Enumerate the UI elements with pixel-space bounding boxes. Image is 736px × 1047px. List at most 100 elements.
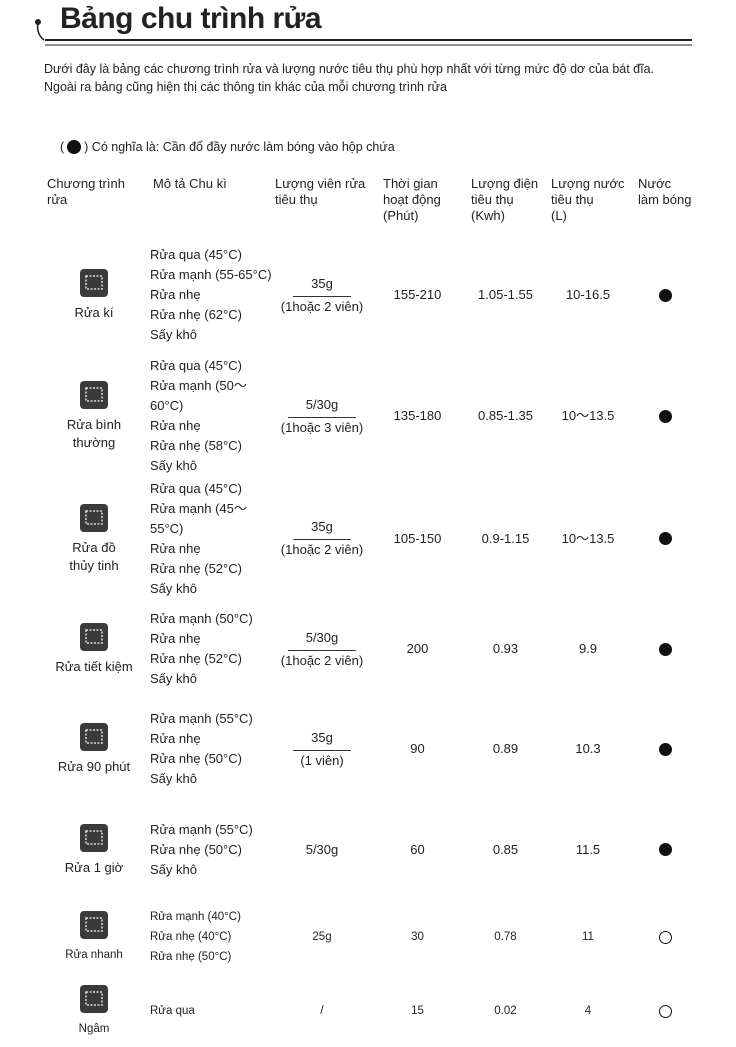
header-line: Mô tả Chu kì — [153, 176, 227, 191]
cell: / — [272, 975, 372, 1047]
cell: 35g (1hoặc 2 viên) — [272, 235, 372, 355]
program-icon — [79, 268, 109, 298]
time: 60 — [410, 841, 425, 857]
cell: Rửa kí — [44, 235, 144, 355]
energy: 0.78 — [494, 931, 517, 943]
title-rule — [35, 19, 692, 46]
cycle-step: Rửa mạnh (50°C) — [150, 611, 253, 626]
header-line: Lượng viên rửa — [275, 176, 366, 191]
water: 9.9 — [578, 641, 598, 656]
detergent-note: (1hoặc 2 viên) — [280, 652, 364, 668]
detergent-amount: 5/30g — [287, 395, 357, 418]
detergent-amount: 35g — [293, 274, 351, 297]
rinse-aid-filled — [658, 843, 672, 856]
cell: 35g (1hoặc 2 viên) — [272, 477, 372, 600]
cell — [635, 355, 695, 477]
cycle-step: Rửa mạnh (50～60°C) — [150, 378, 247, 413]
cell: 0.85 — [468, 800, 543, 899]
cell: Ngâm — [44, 975, 144, 1047]
cell: 9.9 — [548, 600, 628, 698]
cycle-step: Rửa nhẹ — [150, 418, 201, 433]
program-name: Rửa kí — [74, 305, 114, 320]
cell — [635, 899, 695, 975]
energy: 0.93 — [492, 641, 519, 656]
header-line: tiêu thụ — [471, 192, 514, 207]
cell: Rửa 90 phút — [44, 698, 144, 800]
table-row: Ngâm Rửa qua / 15 0.02 4 — [0, 975, 736, 1047]
cell: 10～13.5 — [548, 477, 628, 600]
detergent-amount: 35g — [293, 728, 351, 751]
cell — [635, 477, 695, 600]
title: Bảng chu trình rửa — [60, 2, 322, 35]
cycle-step: Rửa qua — [150, 1005, 195, 1017]
time: 30 — [411, 931, 424, 943]
cell: 10-16.5 — [548, 235, 628, 355]
cycle-step: Rửa nhẹ — [150, 287, 201, 302]
detergent-amount: 5/30g — [305, 841, 339, 857]
legend-open: ( — [60, 140, 65, 154]
program-icon — [79, 622, 109, 652]
table-row: Rửa 90 phút Rửa mạnh (55°C) Rửa nhẹ Rửa nhẹ… — [0, 698, 736, 800]
cell: Rửa nhanh — [44, 899, 144, 975]
cell: 135-180 — [380, 355, 455, 477]
program-icon — [79, 984, 109, 1014]
program-icon — [79, 380, 109, 410]
cell — [635, 600, 695, 698]
energy: 1.05-1.55 — [478, 287, 533, 302]
program-icon — [79, 503, 109, 533]
cell: Rửa tiết kiệm — [44, 600, 144, 698]
cycle-step: Rửa qua (45°C) — [150, 358, 242, 373]
table-row: Rửa 1 giờ Rửa mạnh (55°C) Rửa nhẹ (50°C) Sấ… — [0, 800, 736, 899]
cell: 35g (1 viên) — [272, 698, 372, 800]
cell: Rửa qua (45°C) Rửa mạnh (50～60°C) Rửa nhẹ R… — [150, 355, 275, 477]
cell: 11 — [548, 899, 628, 975]
cell: 105-150 — [380, 477, 455, 600]
header-line: rửa — [47, 192, 68, 207]
cell: Rửa mạnh (55°C) Rửa nhẹ (50°C) Sấy khô — [150, 800, 275, 899]
program-icon — [79, 823, 109, 853]
time: 105-150 — [393, 530, 442, 546]
cycle-step: Rửa nhẹ (50°C) — [150, 751, 242, 766]
cycle-step: Sấy khô — [150, 327, 197, 342]
cycle-step: Rửa mạnh (45～55°C) — [150, 500, 247, 536]
program-name: Rửa nhanh — [65, 949, 123, 961]
cell: 30 — [380, 899, 455, 975]
intro-line: Dưới đây là bảng các chương trình rửa và… — [44, 62, 655, 76]
rinse-aid-filled — [658, 288, 672, 302]
program-name: Rửa bình — [66, 417, 122, 432]
legend-dot — [67, 140, 82, 154]
cell: 5/30g (1hoặc 2 viên) — [272, 600, 372, 698]
cycle-step: Rửa nhẹ (50°C) — [150, 841, 242, 857]
cell: 0.85-1.35 — [468, 355, 543, 477]
cell: 155-210 — [380, 235, 455, 355]
cell: 5/30g (1hoặc 3 viên) — [272, 355, 372, 477]
rinse-aid-filled — [658, 742, 672, 756]
cycle-step: Rửa nhẹ (40°C) — [150, 931, 232, 943]
cycle-step: Sấy khô — [150, 671, 197, 686]
cycle-step: Rửa nhẹ (52°C) — [150, 651, 242, 666]
cell: 10～13.5 — [548, 355, 628, 477]
time: 15 — [411, 1005, 424, 1017]
detergent-note: (1 viên) — [300, 752, 344, 768]
cell: 60 — [380, 800, 455, 899]
header-line: (L) — [551, 208, 567, 223]
cell: 1.05-1.55 — [468, 235, 543, 355]
rinse-aid-empty — [658, 1004, 672, 1018]
legend: ( ) Có nghĩa là: Cần đổ đầy nước làm bón… — [60, 140, 395, 154]
header-line: Lượng nước — [551, 176, 625, 191]
rinse-aid-empty — [658, 930, 672, 944]
detergent-note: (1hoặc 2 viên) — [280, 298, 364, 314]
detergent-amount: 35g — [293, 517, 351, 540]
program-name: Rửa 1 giờ — [64, 859, 124, 875]
table-row: Rửa tiết kiệm Rửa mạnh (50°C) Rửa nhẹ Rửa n… — [0, 600, 736, 698]
detergent-amount: 25g — [312, 931, 332, 943]
cell — [635, 698, 695, 800]
cell: 0.02 — [468, 975, 543, 1047]
cell — [635, 235, 695, 355]
cycle-step: Sấy khô — [150, 861, 197, 877]
column-header: Lượng điện tiêu thụ (Kwh) — [471, 176, 546, 224]
header-line: hoạt động — [383, 192, 441, 207]
cycle-step: Rửa nhẹ (52°C) — [150, 560, 242, 576]
cycle-step: Rửa nhẹ (58°C) — [150, 438, 242, 453]
